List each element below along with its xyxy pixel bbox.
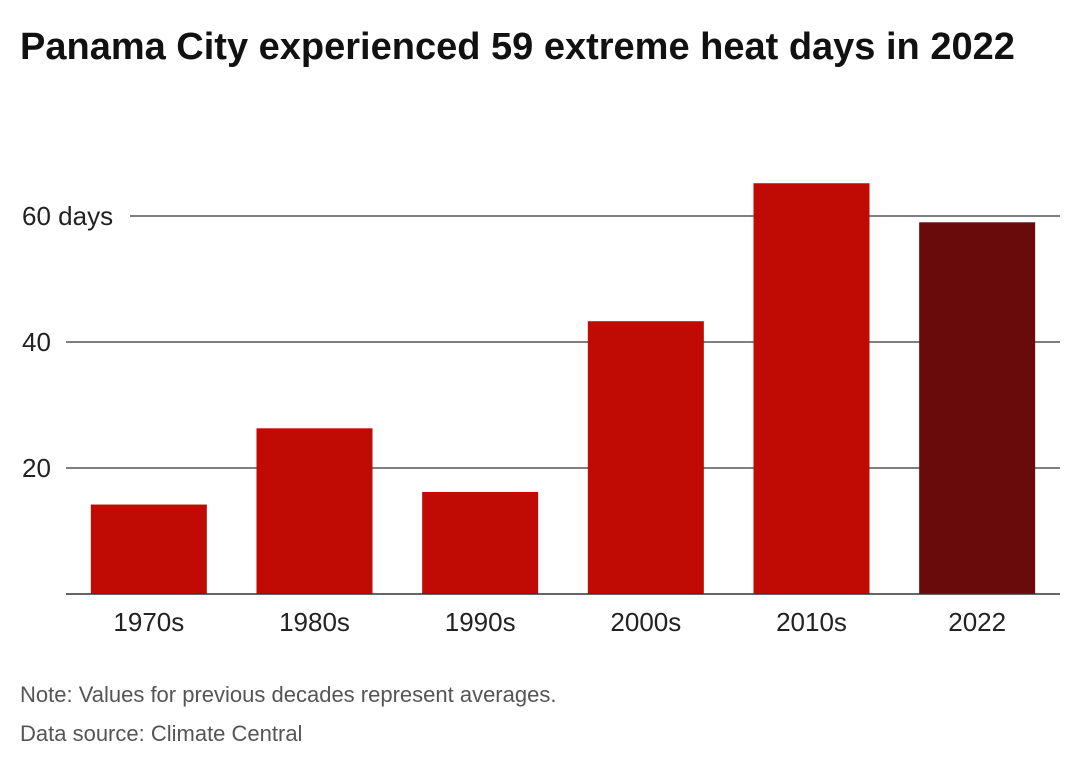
chart-title: Panama City experienced 59 extreme heat …: [20, 26, 1015, 68]
bar-2000s: [587, 321, 704, 594]
bar-2022: [919, 222, 1036, 595]
x-tick-label: 1980s: [279, 607, 350, 637]
x-tick-label: 1970s: [113, 607, 184, 637]
y-axis-labels: 20 40 60 days: [22, 201, 113, 483]
x-tick-label: 2022: [948, 607, 1006, 637]
x-axis-labels: 1970s 1980s 1990s 2000s 2010s 2022: [113, 607, 1006, 637]
x-tick-label: 1990s: [445, 607, 516, 637]
data-source: Data source: Climate Central: [20, 721, 303, 746]
y-tick-label: 60 days: [22, 201, 113, 231]
x-tick-label: 2000s: [610, 607, 681, 637]
bar-1990s: [422, 491, 539, 594]
y-tick-label: 40: [22, 327, 51, 357]
chart-note: Note: Values for previous decades repres…: [20, 682, 557, 707]
bar-chart: 20 40 60 days 1970s 1980s 1990s 2000s 2010s 202…: [22, 183, 1060, 637]
bar-1980s: [256, 428, 373, 594]
bars: [90, 183, 1036, 595]
bar-2010s: [753, 183, 870, 595]
gridlines: [66, 215, 1060, 469]
bar-1970s: [90, 504, 207, 594]
y-tick-label: 20: [22, 453, 51, 483]
x-tick-label: 2010s: [776, 607, 847, 637]
